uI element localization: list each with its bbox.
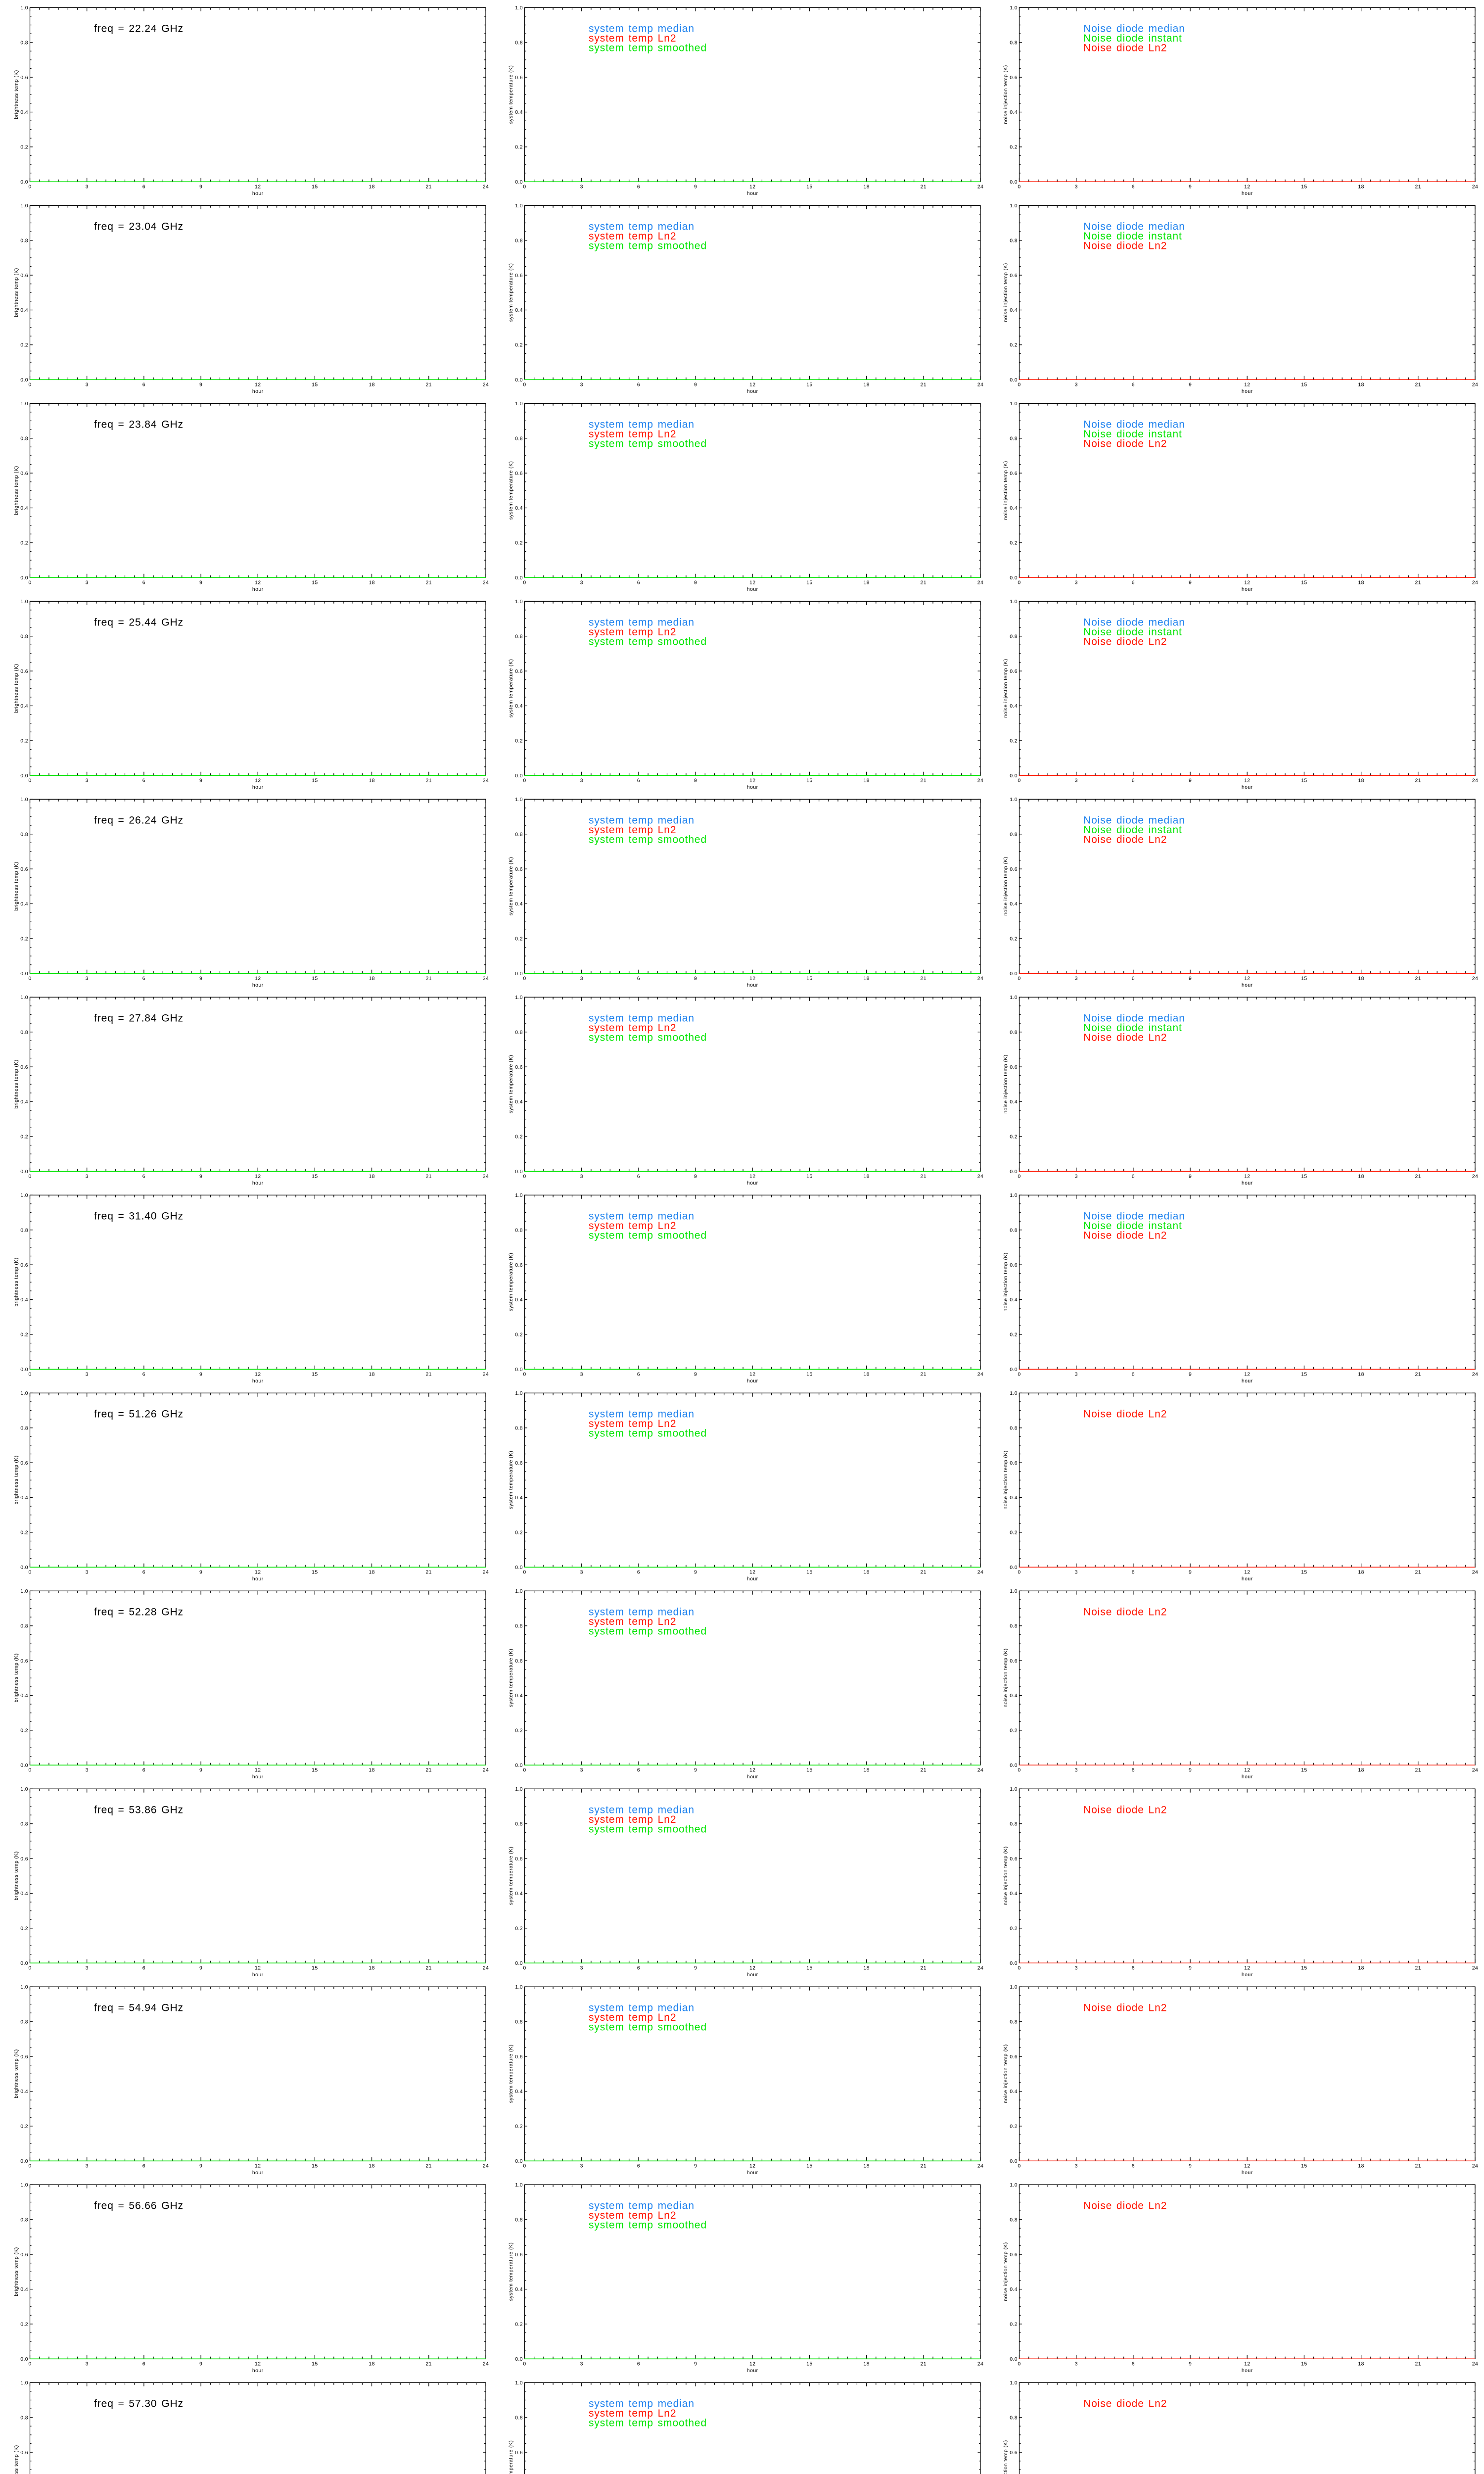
svg-text:freq = 51.26 GHz: freq = 51.26 GHz — [94, 1409, 184, 1420]
svg-text:freq = 27.84 GHz: freq = 27.84 GHz — [94, 1013, 184, 1024]
svg-text:freq = 52.28 GHz: freq = 52.28 GHz — [94, 1607, 184, 1618]
svg-text:freq = 53.86 GHz: freq = 53.86 GHz — [94, 1805, 184, 1816]
svg-text:freq = 22.24 GHz: freq = 22.24 GHz — [94, 23, 184, 35]
svg-text:freq = 25.44 GHz: freq = 25.44 GHz — [94, 617, 184, 628]
svg-text:freq = 57.30 GHz: freq = 57.30 GHz — [94, 2398, 184, 2410]
svg-text:freq = 56.66 GHz: freq = 56.66 GHz — [94, 2200, 184, 2212]
svg-text:freq = 54.94 GHz: freq = 54.94 GHz — [94, 2002, 184, 2014]
svg-text:freq = 23.84 GHz: freq = 23.84 GHz — [94, 419, 184, 430]
svg-text:freq = 26.24 GHz: freq = 26.24 GHz — [94, 815, 184, 826]
svg-text:freq = 31.40 GHz: freq = 31.40 GHz — [94, 1211, 184, 1222]
svg-text:freq = 23.04 GHz: freq = 23.04 GHz — [94, 221, 184, 233]
